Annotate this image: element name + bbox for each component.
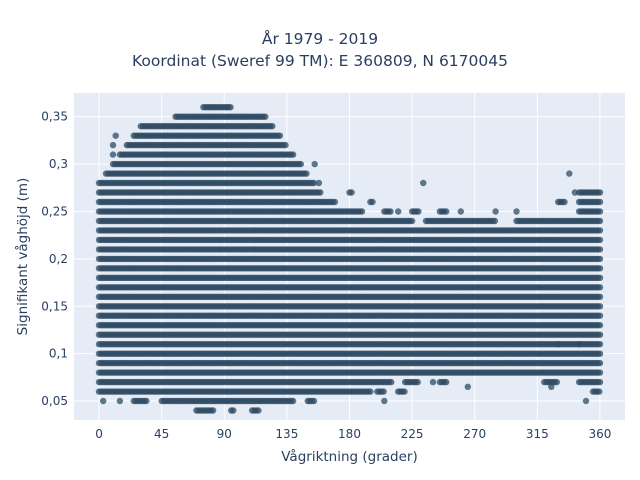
data-point [358, 208, 366, 215]
data-point [331, 198, 339, 206]
data-point [596, 189, 604, 196]
data-point [408, 217, 416, 225]
data-point [596, 284, 604, 291]
data-point [255, 407, 262, 414]
data-point [443, 378, 450, 386]
data-point [596, 208, 604, 215]
data-point [100, 397, 107, 405]
data-point [596, 341, 604, 348]
data-point [596, 378, 604, 386]
data-point [380, 388, 387, 395]
data-point [116, 397, 124, 405]
data-point [596, 227, 604, 234]
data-point [387, 208, 394, 215]
data-point [596, 322, 604, 329]
data-point [596, 388, 603, 395]
chart-title-line1: År 1979 - 2019 [261, 30, 379, 48]
data-point [596, 312, 604, 319]
data-point [596, 198, 604, 206]
data-point [596, 236, 604, 244]
data-point [596, 359, 604, 367]
data-point [388, 378, 395, 386]
data-point [369, 198, 376, 206]
data-point [596, 369, 604, 376]
data-point [310, 397, 318, 405]
data-point [596, 331, 604, 338]
data-point [596, 303, 604, 310]
data-point [596, 255, 604, 263]
data-point [596, 265, 604, 272]
data-point [317, 189, 324, 196]
data-point [596, 246, 604, 253]
data-point [367, 388, 374, 395]
data-points [95, 104, 604, 414]
data-point [209, 407, 217, 414]
data-point [230, 407, 237, 414]
data-point [443, 208, 450, 215]
data-point [596, 350, 604, 357]
data-point [491, 217, 499, 225]
data-point [596, 293, 604, 300]
chart-title-line2: Koordinat (Sweref 99 TM): E 360809, N 61… [132, 52, 508, 70]
data-point [348, 189, 355, 196]
data-point [289, 397, 297, 405]
data-point [561, 198, 568, 206]
data-point [143, 397, 150, 405]
data-point [596, 274, 604, 281]
data-point [401, 388, 408, 395]
data-point [414, 378, 421, 386]
data-point [553, 378, 560, 386]
data-point [596, 217, 604, 225]
data-point [415, 208, 422, 215]
